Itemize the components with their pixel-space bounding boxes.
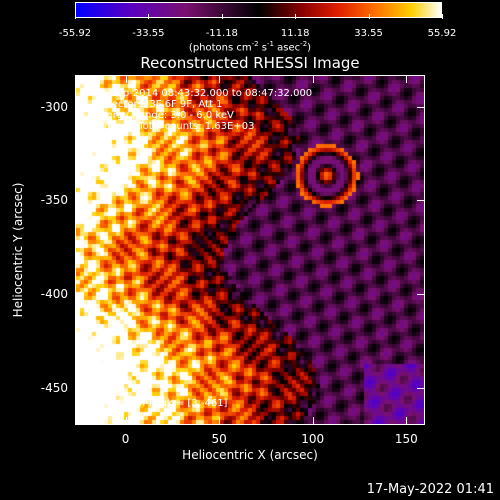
annotation-energy-range: Energy Range: 3.0 - 6.0 keV <box>94 110 234 121</box>
colorbar-tick-mark <box>442 14 443 19</box>
colorbar-tick-label: -11.18 <box>205 28 238 39</box>
y-tick-label: -450 <box>40 380 68 395</box>
y-tick-mark <box>75 200 83 202</box>
timestamp: 17-May-2022 01:41 <box>366 482 494 497</box>
x-tick-mark <box>219 417 221 425</box>
annotation-counts: Clean Total counts: 1.63E+03 <box>94 121 255 132</box>
y-tick-mark <box>75 106 83 108</box>
x-tick-mark <box>125 417 127 425</box>
annotation-time-range: 10-Sep-2014 08:43:32.000 to 08:47:32.000 <box>94 88 313 99</box>
y-tick-label: -350 <box>40 193 68 208</box>
x-tick-label: 0 <box>121 432 130 446</box>
rhessi-image <box>76 76 424 424</box>
colorbar-tick-label: 33.55 <box>354 28 383 39</box>
x-tick-mark <box>312 75 314 83</box>
colorbar-tick-label: -55.92 <box>58 28 92 39</box>
x-tick-label: 100 <box>301 432 325 446</box>
y-tick-mark <box>417 293 425 295</box>
colorbar <box>75 2 442 18</box>
y-tick-mark <box>417 200 425 202</box>
y-tick-mark <box>75 387 83 389</box>
x-tick-mark <box>406 417 408 425</box>
x-tick-label: 50 <box>211 432 227 446</box>
colorbar-tick-label: -33.55 <box>132 28 165 39</box>
plot-title: Reconstructed RHESSI Image <box>140 54 360 72</box>
colorbar-units: (photons cm-2 s-1 asec-2) <box>188 40 312 54</box>
y-tick-mark <box>75 293 83 295</box>
x-tick-mark <box>125 75 127 83</box>
colorbar-tick-label: 11.18 <box>280 28 310 39</box>
y-tick-mark <box>417 387 425 389</box>
annotation-peak-position: Position of Peak = [3,-461] <box>94 398 228 409</box>
x-tick-mark <box>406 75 408 83</box>
colorbar-tick-mark <box>148 14 150 19</box>
colorbar-tick-mark <box>75 14 76 19</box>
x-axis-label: Heliocentric X (arcsec) <box>182 448 318 462</box>
y-tick-label: -400 <box>40 286 68 301</box>
colorbar-tick-mark <box>221 14 223 19</box>
colorbar-tick-mark <box>368 14 370 19</box>
y-tick-label: -300 <box>40 99 68 114</box>
y-axis-label: Heliocentric Y (arcsec) <box>11 182 25 318</box>
x-tick-mark <box>312 417 314 425</box>
image-plot: 10-Sep-2014 08:43:32.000 to 08:47:32.000… <box>75 75 425 425</box>
y-tick-mark <box>417 106 425 108</box>
annotation-detectors: Detectors: 3F 6F 9F, Att 1 <box>94 99 223 110</box>
colorbar-tick-mark <box>295 14 297 19</box>
x-tick-mark <box>219 75 221 83</box>
colorbar-tick-label: 55.92 <box>427 28 457 39</box>
x-tick-label: 150 <box>394 432 418 446</box>
